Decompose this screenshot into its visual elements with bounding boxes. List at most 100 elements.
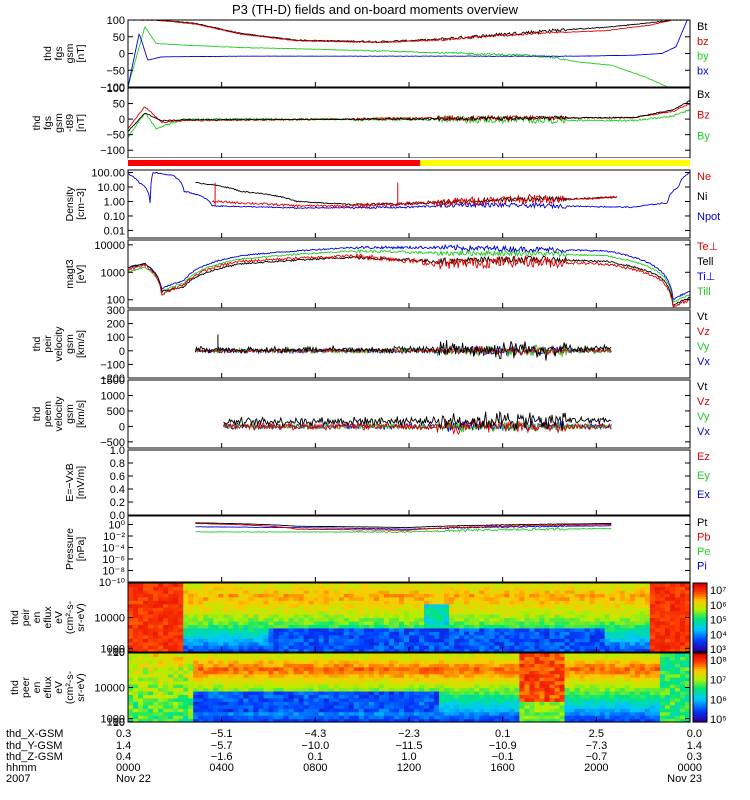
p9-cell <box>469 610 475 615</box>
p9-colorbar-cell <box>693 619 707 623</box>
p10-cell <box>363 677 370 682</box>
p9-cell <box>434 631 440 636</box>
ephemeris-value: 0.3 <box>687 751 702 763</box>
p10-cell <box>434 670 440 675</box>
p10-colorbar-cell <box>693 653 707 656</box>
p9-cell <box>524 596 531 601</box>
p10-cell <box>614 711 621 716</box>
p10-cell <box>318 653 325 658</box>
p10-cell <box>158 690 164 695</box>
p10-cell <box>489 653 495 658</box>
p10-cell <box>529 680 536 685</box>
p10-cell <box>494 663 500 668</box>
p10-cell <box>223 656 229 661</box>
p9-cell <box>198 620 204 625</box>
p9-cell <box>544 600 551 605</box>
ephemeris-value: −0.1 <box>492 751 514 763</box>
p10-cell <box>604 680 611 685</box>
p9-cell <box>624 620 631 625</box>
p9-cell <box>358 610 365 615</box>
p10-cell <box>213 677 219 682</box>
p9-cell <box>143 624 149 629</box>
p10-cell <box>258 656 265 661</box>
p10-cell <box>128 697 134 702</box>
p10-cell <box>639 690 646 695</box>
p9-cell <box>489 593 495 598</box>
p10-cell <box>278 687 285 692</box>
p10-cell <box>659 680 666 685</box>
p9-cell <box>273 610 280 615</box>
p10-cell <box>589 687 596 692</box>
p9-cell <box>308 638 315 643</box>
p10-cell <box>569 687 576 692</box>
p10-cell <box>484 701 490 706</box>
p10-cell <box>534 659 541 664</box>
p9-cell <box>449 593 455 598</box>
p9-cell <box>604 631 611 636</box>
p9-cell <box>684 614 691 619</box>
p9-cell <box>499 593 505 598</box>
p9-cell <box>218 645 224 650</box>
p3-ytick-label: 1.00 <box>104 196 125 208</box>
p9-cell <box>604 586 611 591</box>
p9-cell <box>414 634 420 639</box>
p10-cell <box>328 666 335 671</box>
p9-cell <box>128 641 134 646</box>
p10-cell <box>398 694 405 699</box>
p10-cell <box>208 653 214 658</box>
p9-cell <box>278 589 285 594</box>
p10-cell <box>233 653 239 658</box>
p10-cell <box>599 701 606 706</box>
p10-cell <box>178 697 184 702</box>
p9-cell <box>494 620 500 625</box>
p9-cell <box>609 645 616 650</box>
p9-cell <box>208 641 214 646</box>
p10-cell <box>348 701 355 706</box>
p10-ylabel-line: eV <box>53 681 65 694</box>
p9-cell <box>243 638 250 643</box>
p10-cell <box>238 708 245 713</box>
p10-colorbar-cell <box>693 694 707 698</box>
p9-cell <box>669 610 676 615</box>
p7-ytick-label: 0.8 <box>110 458 125 470</box>
p9-cell <box>544 596 551 601</box>
p10-cell <box>519 687 526 692</box>
p9-cell <box>193 624 199 629</box>
p10-cell <box>293 677 300 682</box>
p10-cell <box>358 659 365 664</box>
p10-cell <box>549 673 556 678</box>
p9-cell <box>233 586 239 591</box>
p9-cell <box>659 610 666 615</box>
p9-cell <box>383 631 390 636</box>
p6-legend-0: Vt <box>697 381 707 393</box>
p9-cell <box>193 641 199 646</box>
p9-cell <box>574 631 581 636</box>
p9-cell <box>128 624 134 629</box>
p9-cell <box>168 624 174 629</box>
p9-colorbar-cell <box>693 631 707 635</box>
p9-cell <box>368 627 375 632</box>
p9-cell <box>383 610 390 615</box>
p10-cell <box>664 694 671 699</box>
p9-cell <box>163 596 169 601</box>
p9-cell <box>208 610 214 615</box>
p10-cell <box>514 663 520 668</box>
p9-cell <box>313 617 320 622</box>
p9-cell <box>283 607 290 612</box>
p10-cell <box>504 663 510 668</box>
p10-cell <box>148 684 154 689</box>
p9-cell <box>308 617 315 622</box>
p10-cell <box>298 687 305 692</box>
p10-cell <box>298 659 305 664</box>
p10-cell <box>198 694 204 699</box>
p9-cell <box>133 627 139 632</box>
p10-cell <box>248 684 255 689</box>
p10-cell <box>273 711 280 716</box>
p10-cell <box>554 680 561 685</box>
p10-cell <box>544 687 551 692</box>
p10-cell <box>634 653 641 658</box>
p10-cell <box>158 704 164 709</box>
p10-cell <box>664 680 671 685</box>
p9-cell <box>133 634 139 639</box>
